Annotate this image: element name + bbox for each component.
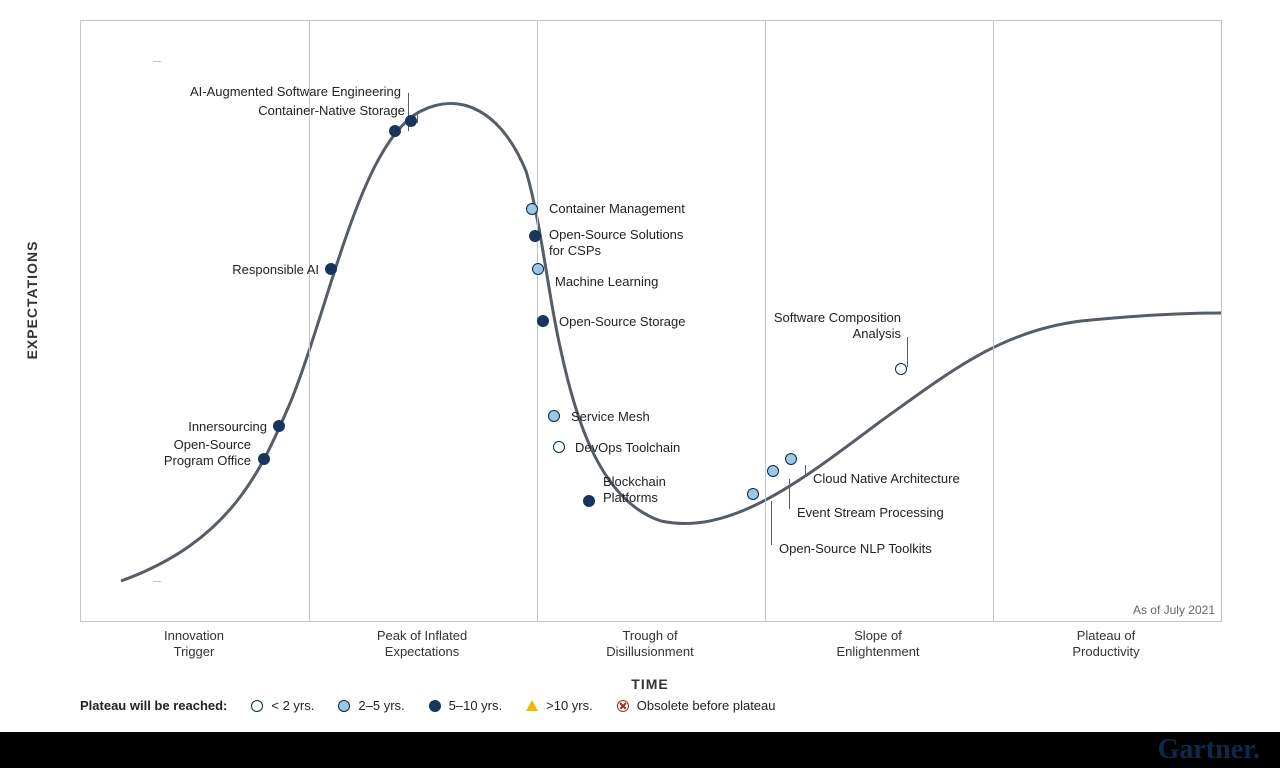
legend-item: < 2 yrs. xyxy=(251,698,314,713)
x-axis-label: TIME xyxy=(631,676,668,692)
point-label: Innersourcing xyxy=(188,419,267,435)
phase-label: Slope of Enlightenment xyxy=(764,628,992,661)
phase-label: Innovation Trigger xyxy=(80,628,308,661)
point-label: Open-Source Storage xyxy=(559,314,685,330)
point-label: Container-Native Storage xyxy=(258,103,405,119)
leader-line xyxy=(805,465,806,475)
as-of-note: As of July 2021 xyxy=(1133,603,1215,617)
data-point xyxy=(405,115,417,127)
phase-label: Peak of Inflated Expectations xyxy=(308,628,536,661)
point-label: Blockchain Platforms xyxy=(603,474,666,505)
legend-swatch xyxy=(429,700,441,712)
data-point xyxy=(767,465,779,477)
point-label: Cloud Native Architecture xyxy=(813,471,960,487)
legend-label: < 2 yrs. xyxy=(271,698,314,713)
data-point xyxy=(325,263,337,275)
data-point xyxy=(895,363,907,375)
legend: Plateau will be reached: < 2 yrs. 2–5 yrs… xyxy=(80,698,776,713)
point-label: Container Management xyxy=(549,201,685,217)
point-label: Service Mesh xyxy=(571,409,650,425)
point-label: Open-Source Program Office xyxy=(164,437,251,468)
leader-line xyxy=(907,337,908,367)
point-label: Machine Learning xyxy=(555,274,658,290)
data-point xyxy=(532,263,544,275)
brand-logo: Gartner. xyxy=(1158,734,1260,766)
point-label: AI-Augmented Software Engineering xyxy=(190,84,401,100)
data-point xyxy=(553,441,565,453)
legend-item: 2–5 yrs. xyxy=(338,698,404,713)
data-point xyxy=(583,495,595,507)
legend-title: Plateau will be reached: xyxy=(80,698,227,713)
point-label: Event Stream Processing xyxy=(797,505,944,521)
point-label: Responsible AI xyxy=(232,262,319,278)
data-point xyxy=(785,453,797,465)
leader-line xyxy=(417,111,418,123)
legend-item: Obsolete before plateau xyxy=(617,698,776,713)
point-label: Software Composition Analysis xyxy=(774,310,901,341)
footer-bar xyxy=(0,732,1280,768)
phase-label: Plateau of Productivity xyxy=(992,628,1220,661)
legend-label: 2–5 yrs. xyxy=(358,698,404,713)
legend-item: 5–10 yrs. xyxy=(429,698,502,713)
legend-swatch xyxy=(251,700,263,712)
phase-divider xyxy=(765,21,766,621)
data-point xyxy=(529,230,541,242)
data-point xyxy=(273,420,285,432)
point-label: DevOps Toolchain xyxy=(575,440,680,456)
legend-swatch xyxy=(338,700,350,712)
data-point xyxy=(258,453,270,465)
legend-swatch xyxy=(526,700,538,711)
legend-label: 5–10 yrs. xyxy=(449,698,502,713)
legend-swatch xyxy=(617,700,629,712)
point-label: Open-Source NLP Toolkits xyxy=(779,541,932,557)
data-point xyxy=(537,315,549,327)
leader-line xyxy=(789,479,790,509)
data-point xyxy=(747,488,759,500)
data-point xyxy=(526,203,538,215)
y-axis-label: EXPECTATIONS xyxy=(24,241,40,360)
legend-item: >10 yrs. xyxy=(526,698,593,713)
phase-divider xyxy=(993,21,994,621)
phase-label: Trough of Disillusionment xyxy=(536,628,764,661)
point-label: Open-Source Solutions for CSPs xyxy=(549,227,683,258)
data-point xyxy=(389,125,401,137)
hype-cycle-chart: Open-Source Program Office Innersourcing R… xyxy=(80,20,1222,622)
leader-line xyxy=(771,501,772,545)
legend-label: Obsolete before plateau xyxy=(637,698,776,713)
data-point xyxy=(548,410,560,422)
legend-label: >10 yrs. xyxy=(546,698,593,713)
